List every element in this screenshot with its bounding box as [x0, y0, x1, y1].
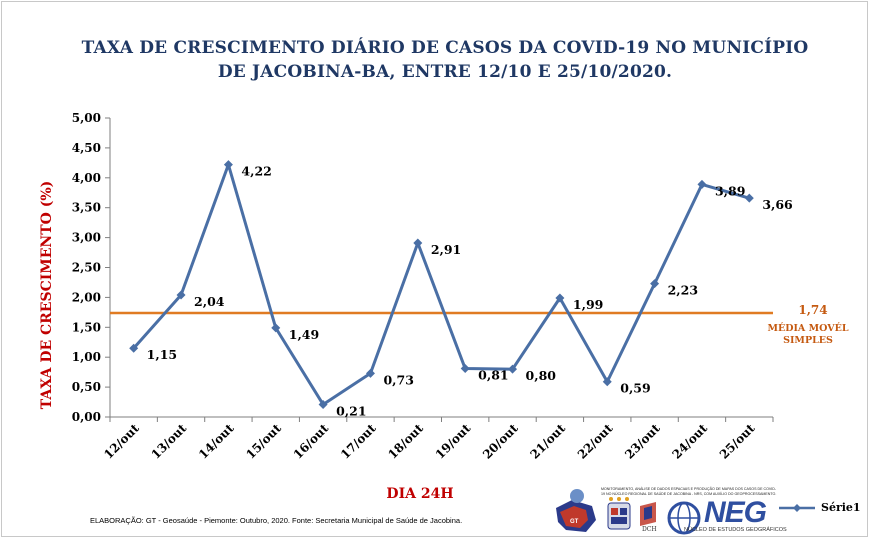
y-tick-label: 4,00: [72, 171, 101, 185]
legend-marker: [779, 503, 815, 512]
data-point: [697, 179, 707, 189]
data-point: [223, 160, 233, 170]
x-tick-label: 17/out: [338, 421, 379, 462]
x-tick-label: 15/out: [243, 421, 284, 462]
data-label: 0,21: [336, 403, 366, 418]
dch-logo-text: DCH: [642, 526, 657, 533]
series-line: [132, 163, 750, 406]
x-tick-label: 25/out: [717, 421, 758, 462]
x-tick-label: 13/out: [149, 421, 190, 462]
data-label: 1,15: [147, 347, 177, 362]
y-tick-label: 3,00: [72, 231, 101, 245]
chart-title: TAXA DE CRESCIMENTO DIÁRIO DE CASOS DA C…: [60, 36, 830, 84]
data-label: 0,81: [478, 368, 508, 383]
data-label: 2,91: [431, 242, 461, 257]
x-tick-label: 12/out: [101, 421, 142, 462]
x-tick-label: 23/out: [622, 421, 663, 462]
data-label: 0,80: [526, 368, 557, 383]
legend: Série1: [779, 501, 861, 514]
data-label: 4,22: [241, 164, 271, 179]
x-tick-label: 24/out: [670, 421, 711, 462]
data-label: 1,49: [289, 327, 319, 342]
moving-average-label: MÉDIA MOVÉL: [767, 322, 848, 334]
data-point: [413, 238, 423, 248]
shield-logo: [607, 497, 631, 530]
data-label: 2,04: [194, 294, 225, 309]
y-tick-label: 2,50: [72, 261, 101, 275]
x-tick-label: 22/out: [575, 421, 616, 462]
data-label: 2,23: [668, 283, 698, 298]
x-tick-label: 20/out: [480, 421, 521, 462]
data-point: [650, 279, 660, 289]
data-point: [271, 323, 281, 333]
data-label: 1,99: [573, 297, 603, 312]
x-tick-label: 16/out: [291, 421, 332, 462]
monitoring-text: MONITORAMENTO, ANÁLISE DE DADOS ESPACIAI…: [601, 487, 777, 496]
data-point: [176, 290, 186, 300]
data-point: [555, 293, 565, 303]
gt-logo-text: GT: [570, 519, 579, 525]
institution-logos: [556, 489, 701, 535]
data-label: 3,89: [715, 183, 745, 198]
x-tick-label: 21/out: [527, 421, 568, 462]
globe-icon: [667, 501, 701, 535]
y-tick-label: 3,50: [72, 201, 101, 215]
data-point: [602, 377, 612, 387]
x-tick-label: 14/out: [196, 421, 237, 462]
neg-logo-subtitle: NÚCLEO DE ESTUDOS GEOGRÁFICOS: [684, 527, 787, 533]
dch-logo: [640, 502, 656, 526]
x-tick-label: 18/out: [385, 421, 426, 462]
x-axis-title: DIA 24H: [386, 486, 454, 502]
y-tick-label: 0,00: [72, 410, 101, 424]
chart-title-line2: DE JACOBINA-BA, ENTRE 12/10 E 25/10/2020…: [217, 62, 673, 82]
data-point: [318, 399, 328, 409]
y-tick-label: 1,00: [72, 350, 101, 364]
gt-logo: [556, 489, 596, 532]
data-point: [744, 193, 754, 203]
x-tick-label: 19/out: [433, 421, 474, 462]
neg-logo-text: NEG: [704, 496, 767, 529]
footer-credit: ELABORAÇÃO: GT - Geosaúde - Piemonte: Ou…: [90, 516, 463, 525]
data-point: [365, 368, 375, 378]
data-point: [460, 364, 470, 374]
y-tick-label: 2,00: [72, 290, 101, 304]
y-tick-label: 1,50: [72, 320, 101, 334]
data-point: [129, 343, 139, 353]
y-tick-label: 5,00: [72, 111, 101, 125]
data-label: 0,73: [383, 372, 413, 387]
chart-title-line1: TAXA DE CRESCIMENTO DIÁRIO DE CASOS DA C…: [81, 38, 809, 58]
data-point: [508, 364, 518, 374]
y-tick-label: 0,50: [72, 380, 101, 394]
moving-average-label: SIMPLES: [783, 335, 833, 346]
y-tick-label: 4,50: [72, 141, 101, 155]
data-label: 3,66: [762, 197, 793, 212]
legend-series-label: Série1: [821, 501, 861, 514]
data-label: 0,59: [620, 381, 650, 396]
moving-average-value: 1,74: [798, 303, 827, 317]
